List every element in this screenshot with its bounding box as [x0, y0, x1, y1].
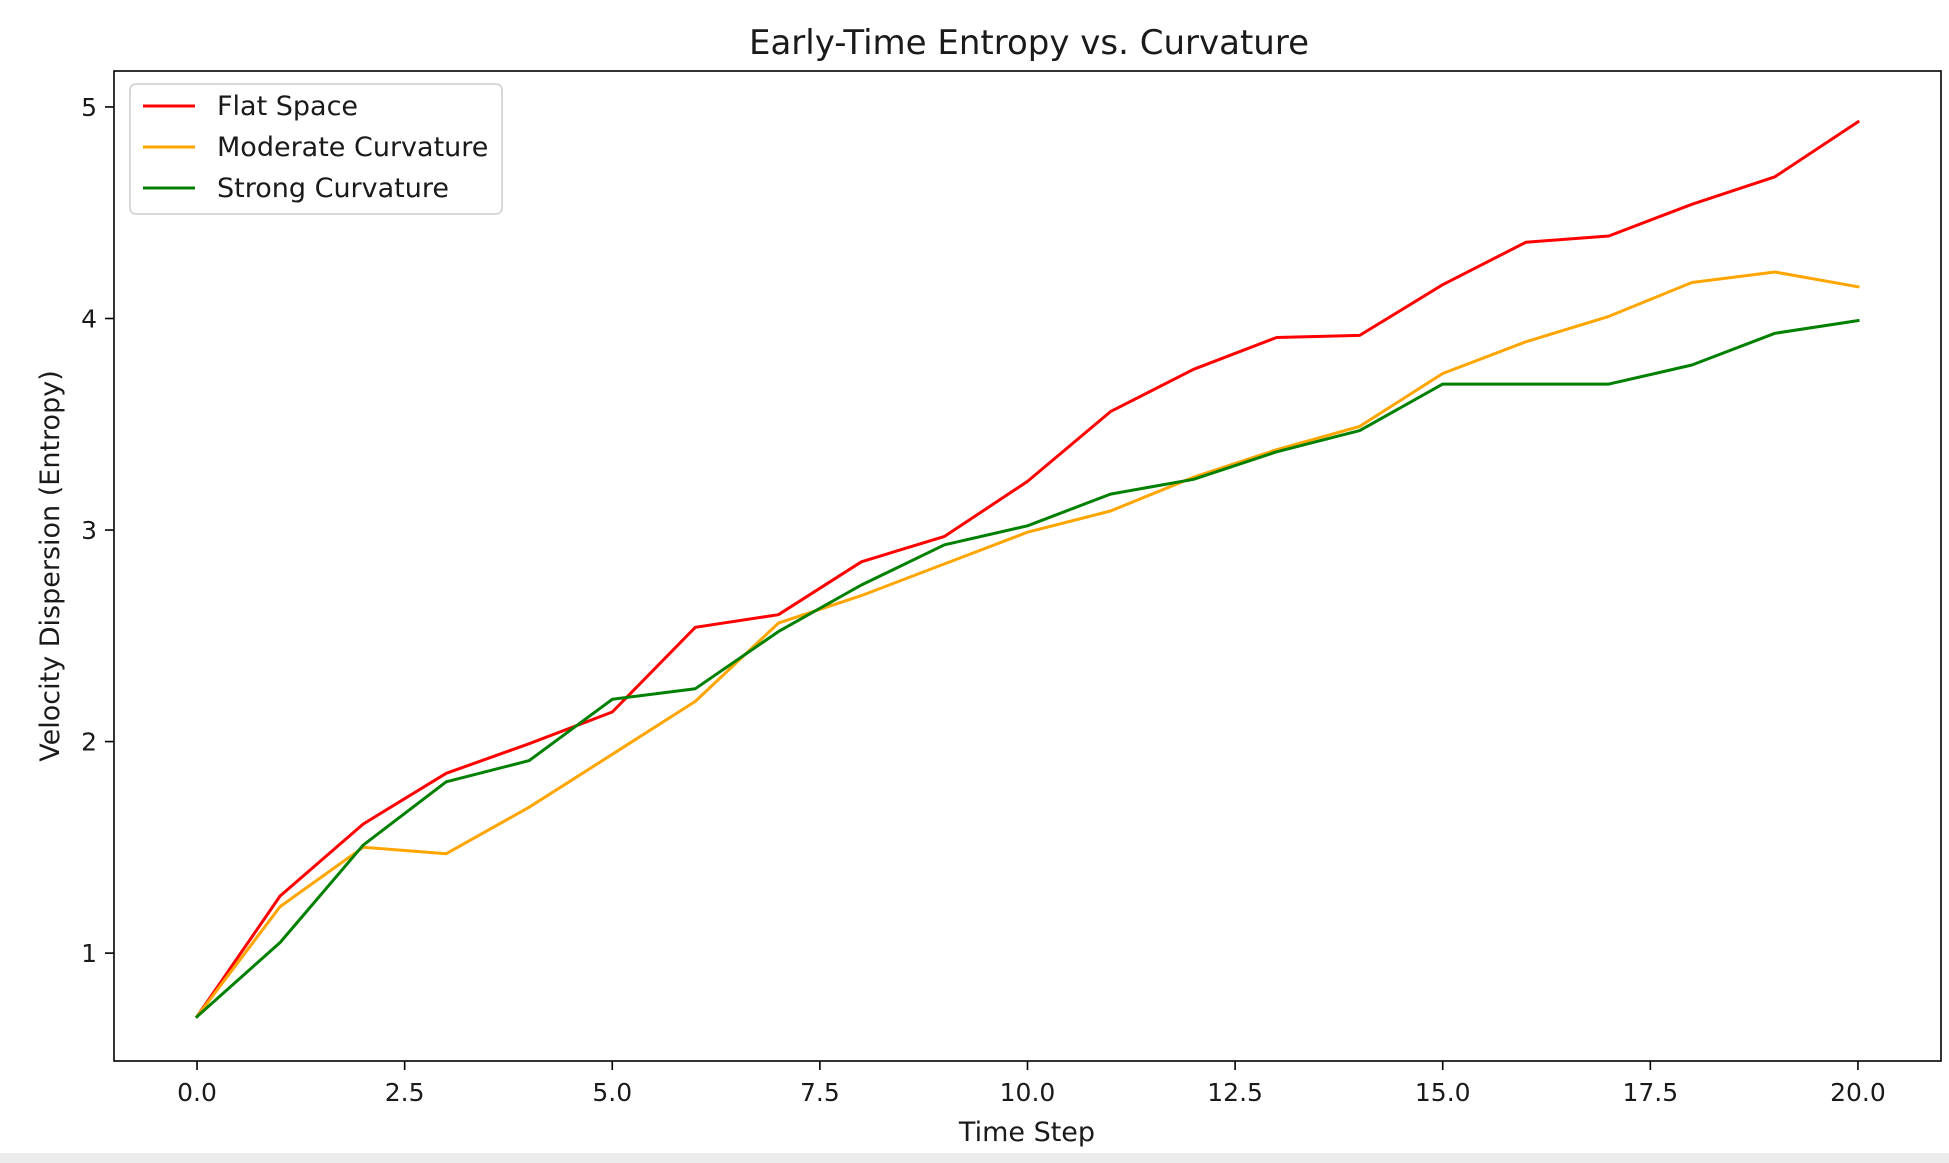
plot-lines — [194, 119, 1861, 1019]
legend-entries: Flat Space Moderate Curvature Strong Curva… — [143, 91, 488, 204]
y-tick-label: 2 — [81, 728, 97, 757]
legend-box — [129, 83, 503, 215]
series-line-strong-curvature — [194, 318, 1860, 1019]
x-tick-label: 15.0 — [1415, 1078, 1471, 1107]
x-axis-ticks: 0.0 2.5 5.0 7.5 10.0 12.5 15.0 17.5 20.0 — [177, 1061, 1886, 1107]
series-line-moderate-curvature — [194, 270, 1860, 1019]
x-tick-label: 7.5 — [800, 1078, 840, 1107]
x-tick-label: 2.5 — [385, 1078, 425, 1107]
series-line-flat-space — [194, 119, 1861, 1019]
x-tick-label: 20.0 — [1830, 1078, 1886, 1107]
x-tick-label: 12.5 — [1207, 1078, 1263, 1107]
y-axis-label: Velocity Dispersion (Entropy) — [35, 370, 66, 761]
x-tick-label: 5.0 — [592, 1078, 632, 1107]
legend-label-moderate-curvature: Moderate Curvature — [217, 132, 488, 163]
legend-label-flat-space: Flat Space — [217, 91, 358, 122]
y-tick-label: 5 — [81, 93, 97, 122]
chart-title: Early-Time Entropy vs. Curvature — [749, 23, 1309, 63]
y-tick-label: 1 — [81, 939, 97, 968]
y-axis-ticks: 1 2 3 4 5 — [81, 93, 114, 968]
x-axis-label: Time Step — [958, 1117, 1095, 1148]
y-tick-label: 4 — [81, 305, 97, 334]
legend: Flat Space Moderate Curvature Strong Curva… — [129, 83, 503, 215]
legend-label-strong-curvature: Strong Curvature — [217, 173, 449, 204]
window-bottom-strip — [0, 1153, 1949, 1163]
x-tick-label: 17.5 — [1623, 1078, 1679, 1107]
x-tick-label: 0.0 — [177, 1078, 217, 1107]
y-tick-label: 3 — [81, 516, 97, 545]
x-tick-label: 10.0 — [1000, 1078, 1056, 1107]
